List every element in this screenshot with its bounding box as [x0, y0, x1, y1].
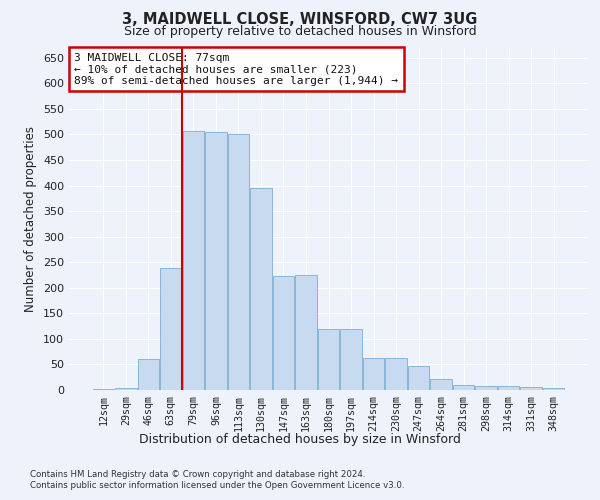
- Bar: [295, 276, 317, 390]
- Bar: [408, 366, 429, 390]
- Bar: [115, 388, 137, 390]
- Bar: [543, 388, 565, 390]
- Text: 3, MAIDWELL CLOSE, WINSFORD, CW7 3UG: 3, MAIDWELL CLOSE, WINSFORD, CW7 3UG: [122, 12, 478, 28]
- Bar: [340, 328, 362, 390]
- Bar: [250, 188, 272, 390]
- Bar: [318, 328, 339, 390]
- Bar: [205, 132, 227, 390]
- Bar: [228, 134, 249, 390]
- Text: Contains HM Land Registry data © Crown copyright and database right 2024.: Contains HM Land Registry data © Crown c…: [30, 470, 365, 479]
- Y-axis label: Number of detached properties: Number of detached properties: [25, 126, 37, 312]
- Bar: [182, 131, 204, 390]
- Bar: [453, 385, 475, 390]
- Bar: [363, 358, 384, 390]
- Text: 3 MAIDWELL CLOSE: 77sqm
← 10% of detached houses are smaller (223)
89% of semi-d: 3 MAIDWELL CLOSE: 77sqm ← 10% of detache…: [74, 52, 398, 86]
- Bar: [385, 358, 407, 390]
- Text: Distribution of detached houses by size in Winsford: Distribution of detached houses by size …: [139, 432, 461, 446]
- Bar: [430, 379, 452, 390]
- Bar: [520, 388, 542, 390]
- Bar: [137, 360, 159, 390]
- Bar: [92, 389, 114, 390]
- Text: Contains public sector information licensed under the Open Government Licence v3: Contains public sector information licen…: [30, 481, 404, 490]
- Bar: [273, 276, 294, 390]
- Text: Size of property relative to detached houses in Winsford: Size of property relative to detached ho…: [124, 25, 476, 38]
- Bar: [160, 268, 182, 390]
- Bar: [498, 386, 520, 390]
- Bar: [475, 386, 497, 390]
